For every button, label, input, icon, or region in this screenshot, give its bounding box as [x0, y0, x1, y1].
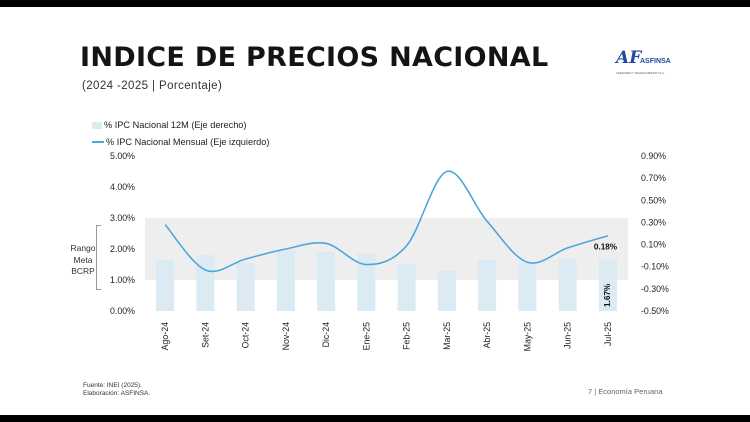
bar-jun-25: [558, 258, 577, 311]
bar-nov-24: [276, 250, 295, 311]
legend-bar-swatch: [92, 121, 102, 129]
slide: INDICE DE PRECIOS NACIONAL (2024 -2025 |…: [0, 7, 750, 415]
x-tick-label: Oct-24: [241, 322, 251, 349]
ipc-chart: 0.00% 1.00% 2.00% 3.00% 4.00% 5.00% -0.50% -0.3…: [110, 151, 669, 351]
left-tick-label: 1.00%: [110, 275, 135, 285]
right-tick-label: 0.90%: [641, 151, 666, 161]
x-tick-label: Feb-25: [402, 322, 412, 350]
page-number: 7 | Economía Peruana: [588, 387, 663, 396]
bar-ago-24: [156, 259, 175, 311]
left-tick-label: 4.00%: [110, 182, 135, 192]
bar-abr-25: [478, 259, 497, 311]
x-tick-label: Dic-24: [321, 322, 331, 348]
footer-author-line: Elaboración: ASFINSA.: [83, 390, 151, 397]
legend-bar-label: % IPC Nacional 12M (Eje derecho): [104, 120, 247, 130]
target-range-bracket: [96, 225, 101, 290]
right-tick-label: -0.30%: [641, 284, 669, 294]
logo-tagline: ASESORES Y FINANCIAMIENTO S.A.: [616, 71, 665, 75]
rango-line-3: BCRP: [71, 266, 95, 276]
page-subtitle: (2024 -2025 | Porcentaje): [82, 80, 223, 92]
ipc-mensual-line: [164, 170, 609, 273]
bar-dic-24: [317, 252, 336, 311]
chart-legend: % IPC Nacional 12M (Eje derecho) % IPC N…: [92, 118, 269, 152]
right-tick-label: 0.10%: [641, 240, 666, 250]
right-tick-label: 0.50%: [641, 195, 666, 205]
x-tick-label: Mar-25: [442, 322, 452, 350]
footer-source: Fuente: INEI (2025). Elaboración: ASFINS…: [83, 382, 150, 398]
legend-line-label: % IPC Nacional Mensual (Eje izquierdo): [106, 137, 270, 147]
bar-jul-25: [598, 259, 617, 311]
asfinsa-logo: AF ASFINSA ASESORES Y FINANCIAMIENTO S.A…: [612, 48, 690, 78]
x-tick-label: Jul-25: [603, 322, 613, 346]
x-tick-label: Ago-24: [160, 322, 170, 350]
x-tick-label: Abr-25: [482, 322, 492, 349]
bar-oct-24: [236, 262, 255, 311]
x-tick-label: Set-24: [200, 322, 210, 348]
bar-set-24: [196, 255, 215, 311]
footer-source-line: Fuente: INEI (2025).: [83, 382, 142, 389]
left-tick-label: 2.00%: [110, 244, 135, 254]
rango-line-1: Rango: [70, 243, 96, 253]
legend-item-bar: % IPC Nacional 12M (Eje derecho): [92, 118, 269, 132]
x-tick-label: Jun-25: [563, 322, 573, 349]
right-tick-label: 0.70%: [641, 173, 666, 183]
bar-may-25: [518, 262, 537, 311]
rango-line-2: Meta: [73, 254, 93, 265]
bar-last-value-label: 1.67%: [603, 283, 612, 307]
legend-line-swatch: [92, 141, 104, 143]
target-band: [145, 218, 628, 280]
target-range-label: Rango Meta BCRP: [70, 243, 96, 278]
x-tick-label: Ene-25: [361, 322, 371, 350]
bar-feb-25: [397, 264, 416, 311]
bar-ene-25: [357, 253, 376, 311]
x-tick-label: May-25: [522, 322, 532, 351]
left-tick-label: 3.00%: [110, 213, 135, 223]
page-title: INDICE DE PRECIOS NACIONAL: [80, 42, 549, 73]
right-tick-label: -0.50%: [641, 306, 669, 316]
right-tick-label: 0.30%: [641, 217, 666, 227]
logo-mark: AF: [616, 48, 642, 68]
x-tick-label: Nov-24: [281, 322, 291, 350]
logo-name: ASFINSA: [640, 58, 671, 65]
left-tick-label: 5.00%: [110, 151, 135, 161]
line-last-value-label: 0.18%: [594, 243, 618, 252]
legend-item-line: % IPC Nacional Mensual (Eje izquierdo): [92, 135, 269, 149]
bar-mar-25: [437, 270, 456, 311]
right-tick-label: -0.10%: [641, 262, 669, 272]
left-tick-label: 0.00%: [110, 306, 135, 316]
